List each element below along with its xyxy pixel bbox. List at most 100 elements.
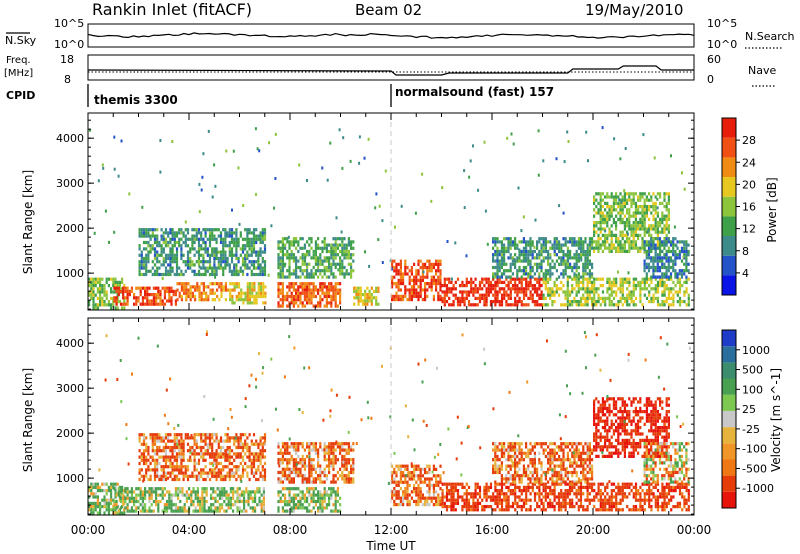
heatmap-cell [339, 282, 342, 286]
heatmap-cell [147, 458, 150, 462]
heatmap-cell [243, 499, 246, 504]
heatmap-cell [193, 240, 196, 245]
heatmap-cell [205, 285, 208, 289]
heatmap-cell [179, 490, 182, 494]
heatmap-cell [156, 433, 159, 437]
heatmap-cell [645, 227, 648, 231]
heatmap-cell [281, 445, 284, 449]
heatmap-cell [254, 506, 257, 510]
heatmap-cell [138, 247, 141, 251]
heatmap-cell [222, 266, 225, 270]
heatmap-cell [575, 277, 578, 281]
heatmap-cell [152, 302, 155, 306]
heatmap-cell [641, 205, 644, 209]
heatmap-cell [112, 482, 115, 486]
heatmap-cell [336, 246, 339, 250]
heatmap-cell [509, 253, 512, 257]
heatmap-cell [687, 269, 690, 273]
heatmap-cell [217, 263, 220, 267]
heatmap-cell [531, 256, 534, 260]
heatmap-cell [563, 160, 566, 164]
heatmap-cell [621, 205, 624, 209]
heatmap-cell [202, 445, 205, 450]
heatmap-cell [452, 284, 455, 288]
heatmap-cell [529, 296, 532, 300]
heatmap-cell [211, 266, 214, 270]
heatmap-cell [162, 272, 165, 277]
heatmap-cell [171, 250, 174, 254]
heatmap-cell [213, 228, 216, 232]
heatmap-cell [308, 464, 311, 468]
heatmap-cell [248, 237, 251, 241]
heatmap-cell [606, 296, 609, 300]
heatmap-cell [142, 231, 146, 235]
heatmap-cell [566, 259, 569, 263]
heatmap-cell [216, 251, 219, 255]
heatmap-cell [214, 496, 217, 500]
heatmap-cell [593, 249, 596, 253]
heatmap-cell [277, 253, 280, 257]
heatmap-cell [450, 280, 453, 284]
heatmap-cell [203, 490, 206, 494]
heatmap-cell [641, 237, 644, 241]
heatmap-cell [672, 287, 675, 291]
heatmap-cell [533, 290, 537, 294]
heatmap-cell [205, 509, 208, 513]
heatmap-cell [399, 288, 402, 292]
heatmap-cell [459, 284, 462, 288]
heatmap-cell [250, 442, 253, 446]
heatmap-cell [173, 231, 176, 235]
heatmap-cell [509, 265, 512, 270]
heatmap-cell [641, 195, 644, 199]
heatmap-cell [599, 217, 602, 221]
heatmap-cell [237, 474, 240, 478]
heatmap-cell [242, 204, 245, 207]
heatmap-cell [248, 282, 252, 286]
heatmap-cell [157, 493, 160, 497]
heatmap-cell [538, 284, 541, 288]
heatmap-cell [156, 465, 159, 469]
heatmap-cell [226, 465, 229, 469]
heatmap-cell [580, 256, 583, 260]
heatmap-cell [193, 247, 196, 251]
heatmap-cell [426, 275, 429, 279]
heatmap-cell [244, 294, 247, 299]
heatmap-cell [137, 487, 140, 491]
heatmap-cell [321, 298, 324, 302]
heatmap-cell [176, 298, 179, 302]
heatmap-cell [96, 290, 99, 294]
heatmap-cell [277, 243, 280, 247]
heatmap-cell [222, 477, 225, 482]
heatmap-cell [168, 299, 171, 303]
heatmap-cell [463, 300, 466, 304]
colorbar-swatch [722, 118, 736, 138]
heatmap-cell [426, 269, 429, 273]
heatmap-cell [404, 266, 407, 270]
heatmap-cell [130, 487, 133, 491]
heatmap-cell [119, 496, 123, 500]
heatmap-cell [544, 284, 547, 288]
heatmap-cell [612, 243, 615, 247]
heatmap-cell [353, 286, 356, 290]
heatmap-cell [630, 300, 633, 304]
heatmap-cell [306, 445, 309, 449]
heatmap-cell [643, 243, 646, 247]
heatmap-cell [237, 244, 240, 248]
heatmap-cell [558, 246, 561, 250]
heatmap-cell [328, 275, 331, 279]
heatmap-cell [584, 240, 587, 244]
heatmap-cell [661, 211, 664, 215]
heatmap-cell [659, 284, 662, 288]
heatmap-cell [137, 299, 140, 303]
heatmap-cell [328, 301, 331, 305]
heatmap-cell [357, 293, 360, 297]
heatmap-cell [402, 272, 405, 276]
heatmap-cell [263, 269, 267, 273]
heatmap-cell [244, 433, 247, 437]
heatmap-cell [138, 433, 141, 437]
heatmap-cell [325, 503, 328, 507]
heatmap-cell [345, 246, 348, 250]
heatmap-cell [562, 253, 565, 257]
heatmap-cell [222, 228, 225, 232]
heatmap-cell [252, 231, 256, 235]
